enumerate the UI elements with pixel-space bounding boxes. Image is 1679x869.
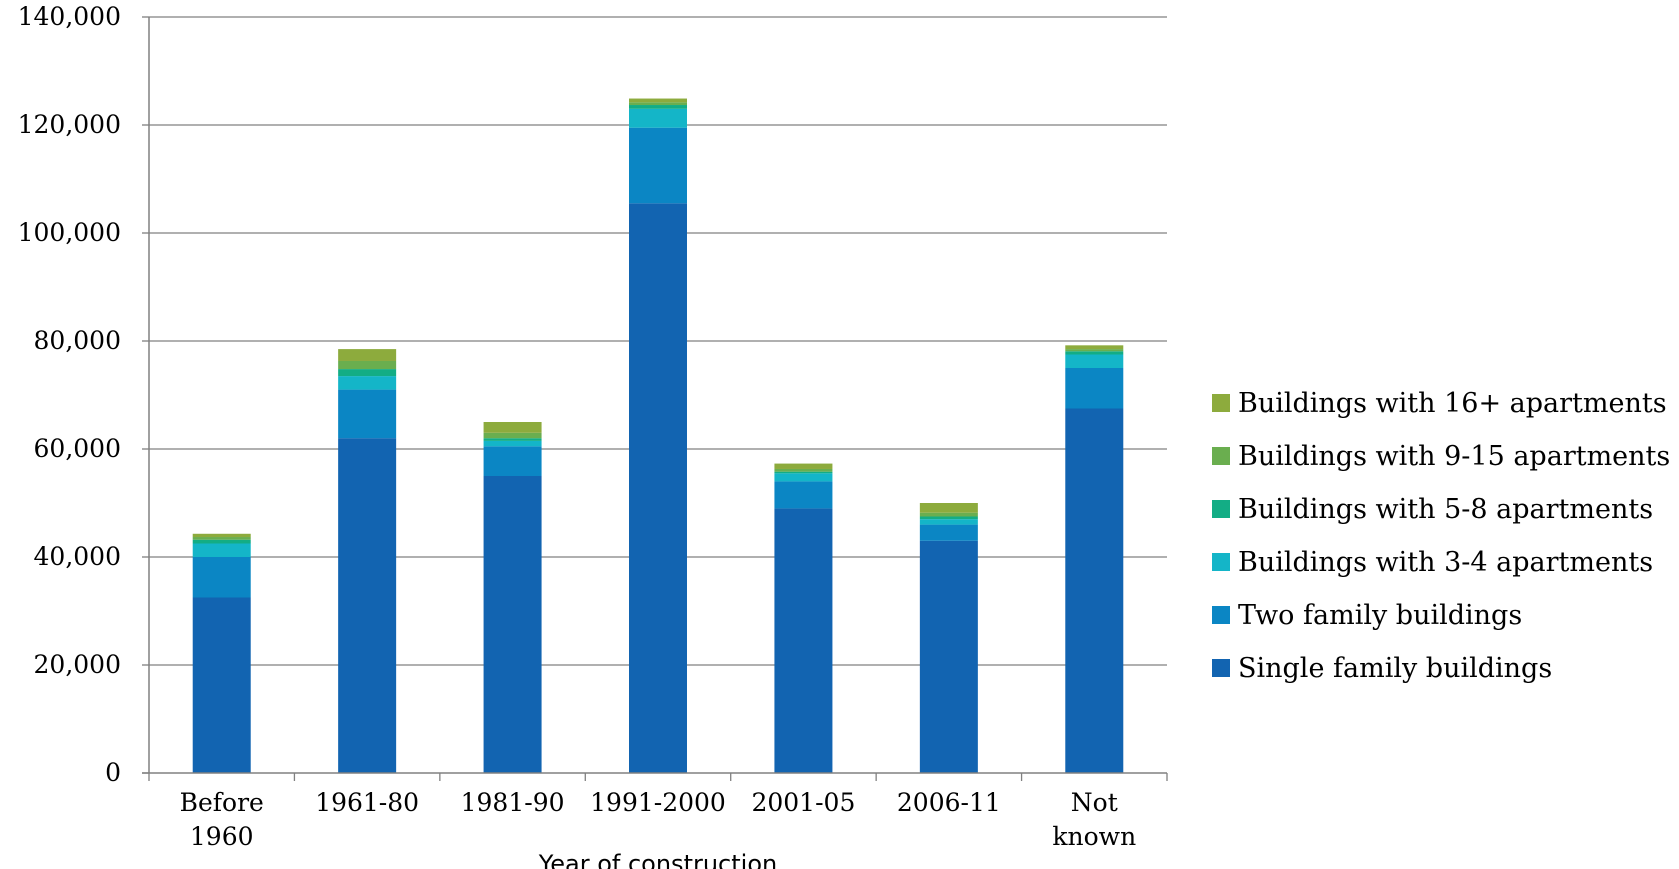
bar-segment — [483, 432, 542, 439]
bar-segment — [483, 476, 542, 773]
bar-segment — [919, 503, 978, 513]
bar-segment — [629, 105, 687, 109]
bar-segment — [774, 471, 833, 474]
legend-swatch — [1212, 394, 1230, 412]
y-tick-label: 120,000 — [18, 110, 121, 139]
x-tick-label: Before — [180, 788, 264, 817]
legend-swatch — [1212, 606, 1230, 624]
bar-segment — [192, 597, 251, 773]
bar-segment — [774, 481, 833, 509]
bar-segment — [338, 438, 397, 773]
x-tick-label: 1981-90 — [461, 788, 565, 817]
bar-segment — [1065, 349, 1124, 352]
bar-segment — [1065, 345, 1124, 350]
bar-segment — [1065, 354, 1124, 368]
y-tick-label: 40,000 — [34, 542, 121, 571]
bar-segment — [192, 537, 251, 540]
legend-swatch — [1212, 500, 1230, 518]
bar-segment — [338, 376, 397, 390]
bar-segment — [774, 463, 833, 469]
bar-segment — [629, 102, 687, 106]
bar-segment — [774, 468, 833, 472]
bar-segment — [774, 473, 833, 482]
bar-segment — [338, 360, 397, 370]
legend-label: Buildings with 9-15 apartments — [1238, 441, 1670, 472]
bar-segment — [919, 540, 978, 773]
bar-segment — [192, 539, 251, 544]
legend-label: Buildings with 3-4 apartments — [1238, 547, 1653, 578]
bar-segment — [1065, 368, 1124, 409]
bar-segment — [629, 98, 687, 103]
bar-segment — [1065, 351, 1124, 355]
bar-segment — [192, 533, 251, 538]
bar-segment — [629, 127, 687, 204]
bar-segment — [483, 438, 542, 441]
legend-swatch — [1212, 659, 1230, 677]
x-tick-label: 1991-2000 — [590, 788, 726, 817]
y-tick-labels: 0 20,000 40,000 60,000 80,000 100,000 120,000 1… — [18, 2, 121, 787]
bar-segment — [919, 516, 978, 520]
bar-segment — [1065, 408, 1124, 773]
legend: Buildings with 16+ apartments Buildings w… — [1212, 388, 1670, 684]
x-tick-label: 1961-80 — [315, 788, 419, 817]
x-tick-labels: Before 1960 1961-80 1981-90 1991-2000 2001-05… — [180, 788, 1137, 851]
legend-label: Single family buildings — [1238, 653, 1552, 684]
bar-segment — [483, 440, 542, 447]
legend-label: Two family buildings — [1238, 600, 1522, 631]
x-tick-label: 2001-05 — [751, 788, 855, 817]
x-tick-label: Not — [1071, 788, 1118, 817]
bar-segment — [483, 446, 542, 476]
bar-segment — [338, 369, 397, 377]
axes — [142, 17, 1167, 774]
legend-swatch — [1212, 553, 1230, 571]
bar-segment — [483, 422, 542, 433]
bar-segment — [338, 349, 397, 361]
bar-segment — [629, 203, 687, 774]
bars-group — [192, 98, 1124, 774]
x-tick-label: known — [1052, 822, 1136, 851]
bar-segment — [919, 512, 978, 517]
legend-label: Buildings with 16+ apartments — [1238, 388, 1667, 419]
bar-segment — [919, 519, 978, 525]
y-tick-label: 20,000 — [34, 650, 121, 679]
y-tick-label: 60,000 — [34, 434, 121, 463]
bar-segment — [338, 389, 397, 439]
legend-swatch — [1212, 447, 1230, 465]
y-tick-label: 80,000 — [34, 326, 121, 355]
bar-segment — [919, 524, 978, 541]
y-tick-label: 100,000 — [18, 218, 121, 247]
bar-segment — [192, 543, 251, 557]
bar-segment — [774, 508, 833, 773]
x-axis-title: Year of construction — [538, 850, 777, 869]
legend-label: Buildings with 5-8 apartments — [1238, 494, 1653, 525]
x-tick-label: 1960 — [190, 822, 254, 851]
bar-segment — [192, 557, 251, 598]
y-tick-label: 0 — [105, 758, 121, 787]
y-tick-label: 140,000 — [18, 2, 121, 31]
x-tick-label: 2006-11 — [897, 788, 1001, 817]
bar-segment — [629, 108, 687, 128]
